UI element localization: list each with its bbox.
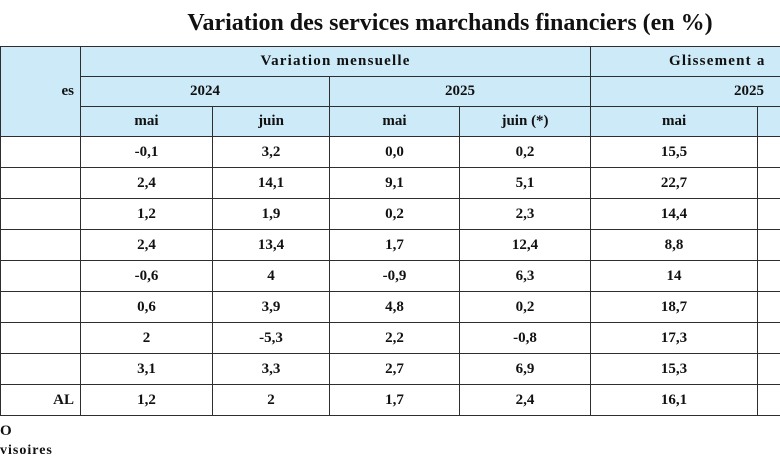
row-label [0,136,81,168]
table-cell: 14 [590,260,759,292]
table-cell [757,260,780,292]
month-header [757,106,780,137]
table-cell: 2 [80,322,213,354]
table-cell: -0,6 [80,260,213,292]
footnotes: O visoires [0,421,53,461]
table-cell: 2,2 [329,322,460,354]
table-cell: 0,6 [80,291,213,323]
data-table-container: es Variation mensuelle Glissement a 2024… [0,46,780,419]
table-row: 0,6 3,9 4,8 0,2 18,7 [0,291,780,323]
month-header: mai [329,106,460,137]
table-cell: 2,3 [458,198,592,230]
table-row: 2,4 13,4 1,7 12,4 8,8 [0,229,780,261]
table-cell: 2,4 [80,229,213,261]
row-label [0,229,81,261]
table-cell [757,136,780,168]
table-cell: 3,3 [212,353,330,385]
table-cell: 2,4 [80,167,213,199]
table-cell: 12,4 [458,229,592,261]
group-header-yoy: Glissement a [590,46,780,77]
table-cell: 22,7 [590,167,759,199]
table-cell: 6,9 [458,353,592,385]
row-label [0,260,81,292]
table-cell: 5,1 [458,167,592,199]
table-cell: 1,2 [80,198,213,230]
table-cell: 0,2 [458,291,592,323]
table-cell [757,322,780,354]
data-table: es Variation mensuelle Glissement a 2024… [0,46,780,416]
table-cell: 3,1 [80,353,213,385]
table-cell: -0,1 [80,136,213,168]
table-title: Variation des services marchands financi… [187,10,713,36]
table-cell: 6,3 [458,260,592,292]
table-cell: -0,8 [458,322,592,354]
table-cell: 0,2 [458,136,592,168]
table-cell [757,229,780,261]
year-header-2025: 2025 [328,76,592,107]
row-label [0,291,81,323]
table-cell: 2 [212,384,330,416]
table-cell: 0,0 [329,136,460,168]
table-cell [757,291,780,323]
table-cell: 3,2 [212,136,330,168]
table-cell: 1,7 [329,384,460,416]
table-cell: 0,2 [329,198,460,230]
table-cell [757,167,780,199]
group-header-monthly: Variation mensuelle [79,46,592,77]
year-header-yoy: 2025 [590,76,780,107]
table-row: -0,1 3,2 0,0 0,2 15,5 [0,136,780,168]
table-cell: 13,4 [212,229,330,261]
month-header: juin (*) [458,106,592,137]
table-cell: 3,9 [212,291,330,323]
table-cell: 1,9 [212,198,330,230]
table-row: AL 1,2 2 1,7 2,4 16,1 [0,384,780,416]
table-row: 2,4 14,1 9,1 5,1 22,7 [0,167,780,199]
table-cell: 1,2 [80,384,213,416]
table-cell: 2,7 [329,353,460,385]
category-header: es [0,46,81,137]
row-label: AL [0,384,81,416]
table-cell: -0,9 [329,260,460,292]
table-cell: 17,3 [590,322,759,354]
table-cell: 14,1 [212,167,330,199]
table-cell: 15,3 [590,353,759,385]
month-header: mai [590,106,759,137]
table-cell: -5,3 [212,322,330,354]
row-label [0,167,81,199]
table-cell [757,198,780,230]
table-cell: 18,7 [590,291,759,323]
table-row: 1,2 1,9 0,2 2,3 14,4 [0,198,780,230]
table-cell: 16,1 [590,384,759,416]
table-cell: 2,4 [458,384,592,416]
table-cell: 15,5 [590,136,759,168]
month-header: juin [212,106,330,137]
table-cell: 9,1 [329,167,460,199]
row-label [0,198,81,230]
row-label [0,353,81,385]
table-cell [757,384,780,416]
footnote-source: O [0,423,12,439]
table-cell [757,353,780,385]
table-cell: 1,7 [329,229,460,261]
table-row: -0,6 4 -0,9 6,3 14 [0,260,780,292]
row-label [0,322,81,354]
table-cell: 8,8 [590,229,759,261]
table-cell: 4 [212,260,330,292]
footnote-provisional: visoires [0,443,53,458]
table-row: 3,1 3,3 2,7 6,9 15,3 [0,353,780,385]
table-cell: 14,4 [590,198,759,230]
month-header: mai [80,106,213,137]
table-cell: 4,8 [329,291,460,323]
year-header-2024: 2024 [80,76,330,107]
table-row: 2 -5,3 2,2 -0,8 17,3 [0,322,780,354]
